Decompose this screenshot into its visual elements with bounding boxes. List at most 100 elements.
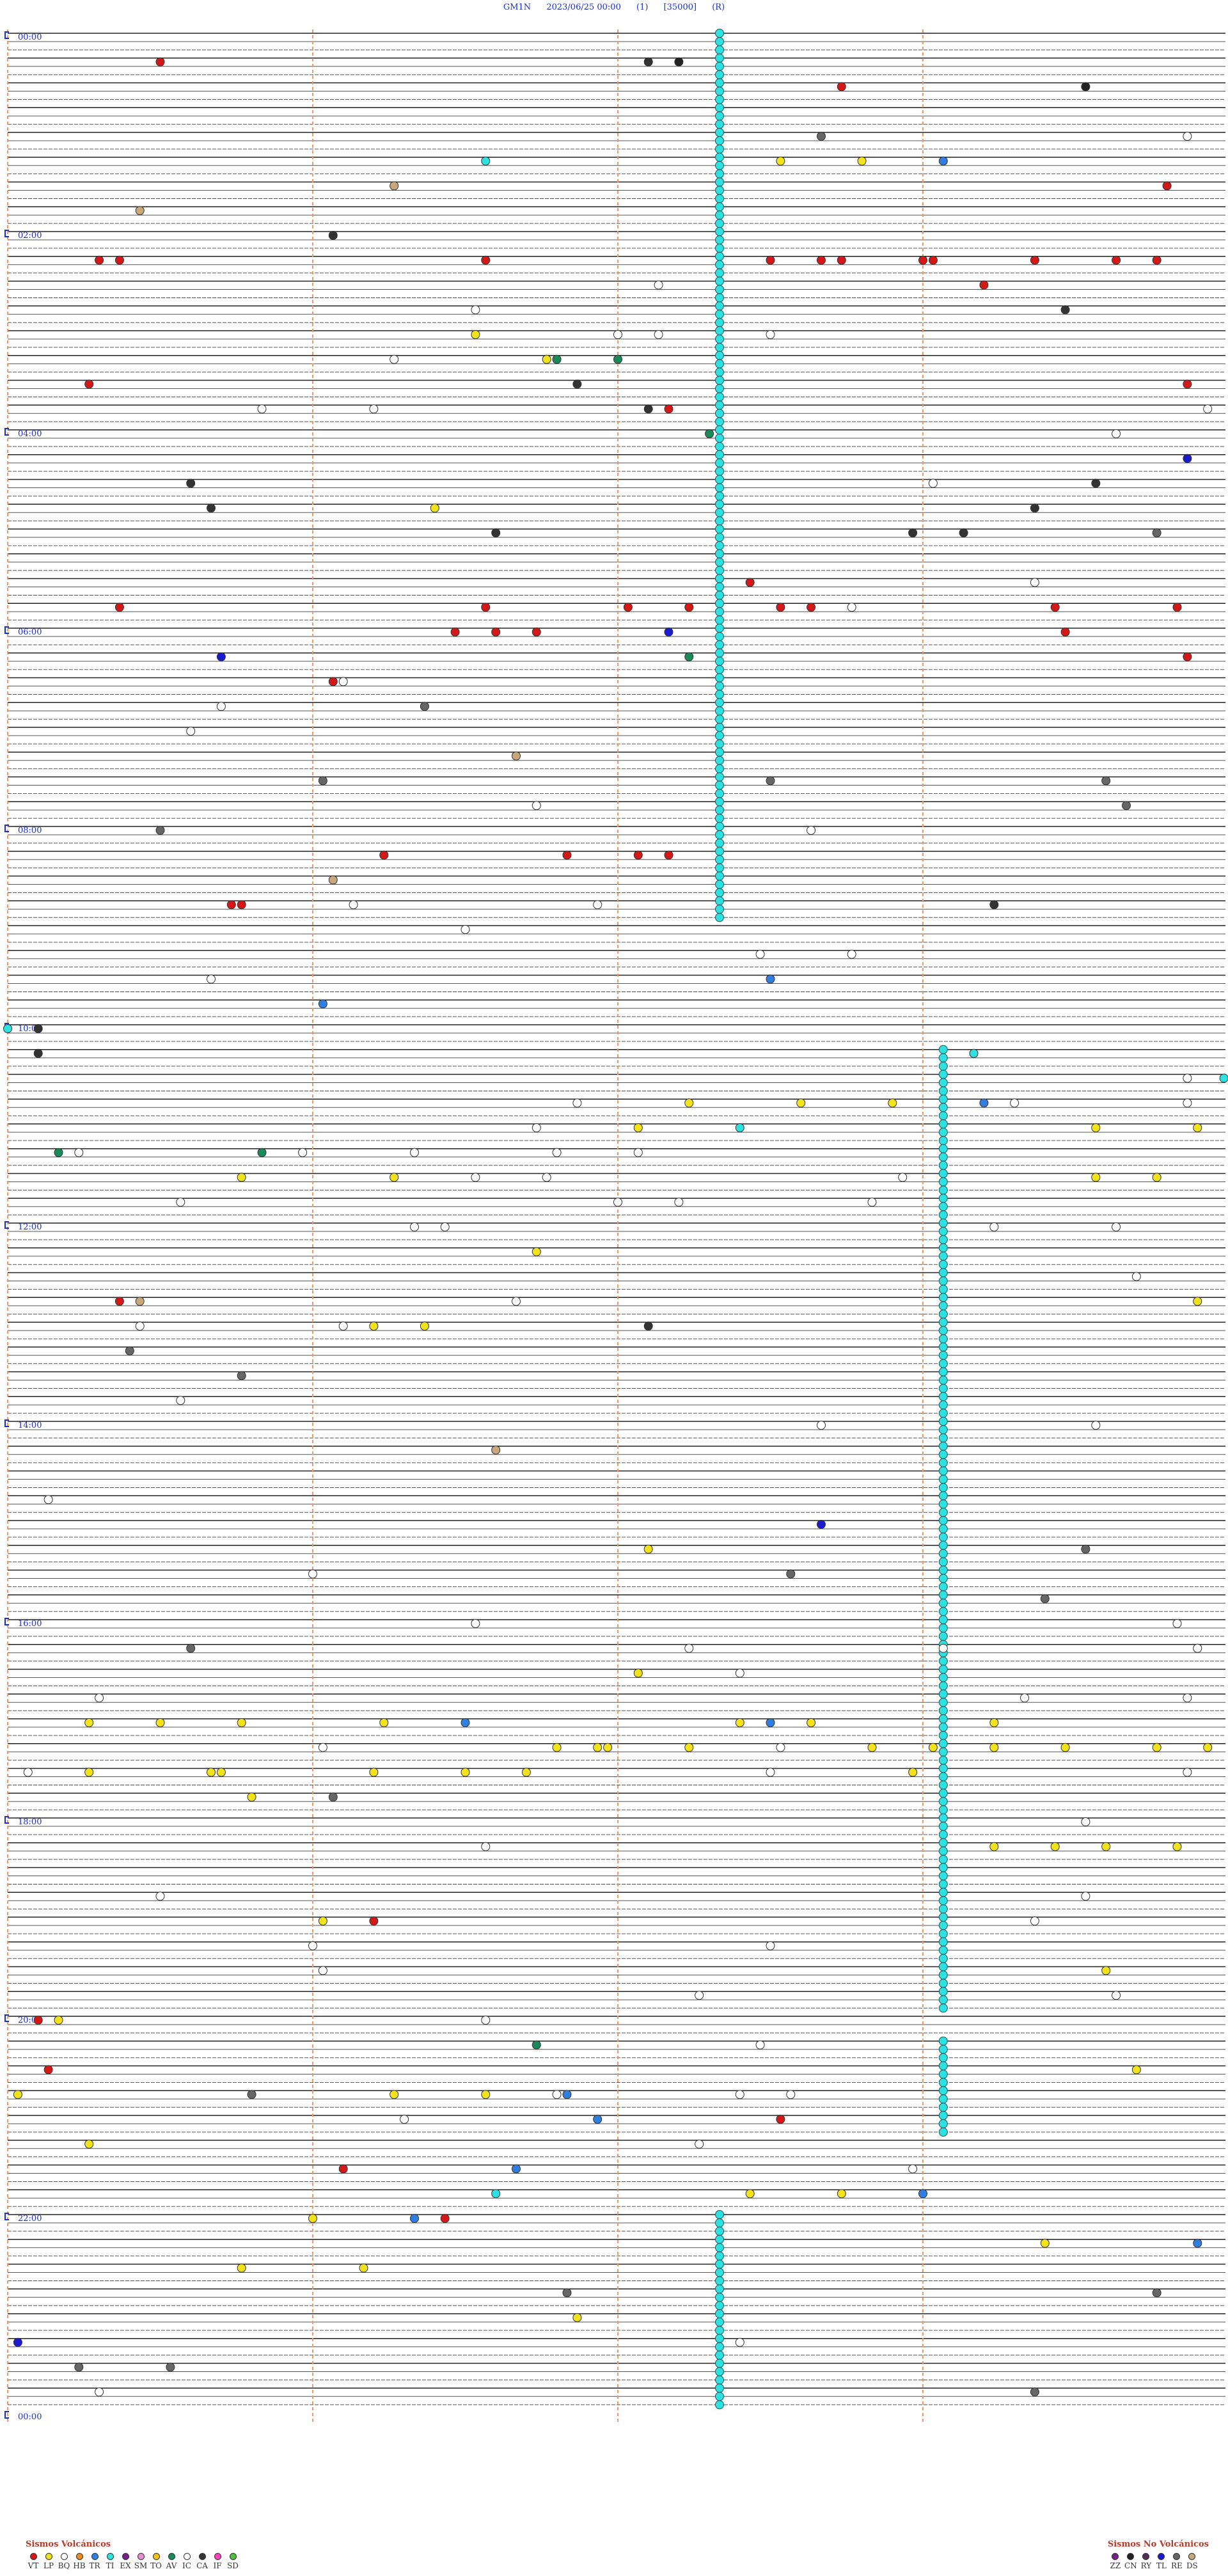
event-ti-marker xyxy=(938,1764,948,1773)
event-ti-marker xyxy=(715,120,724,129)
event-ti-marker xyxy=(715,475,724,484)
event-ti-marker xyxy=(938,1813,948,1822)
event-lp-marker xyxy=(390,2090,399,2099)
event-av-marker xyxy=(552,354,562,364)
event-lp-marker xyxy=(1172,1842,1182,1851)
chart-datetime: 2023/06/25 00:00 xyxy=(546,3,621,12)
event-ti-marker xyxy=(715,2243,724,2252)
event-ti-marker xyxy=(938,1417,948,1426)
event-ti-marker xyxy=(938,1359,948,1368)
event-lp-marker xyxy=(908,1767,918,1777)
event-ic-marker xyxy=(755,949,765,959)
event-ic-marker xyxy=(369,404,379,414)
event-ti-marker xyxy=(938,1904,948,1914)
event-re-marker xyxy=(125,1346,134,1355)
event-vt-marker xyxy=(338,2164,348,2174)
legend-nonvolcanic-items: ZZ CN RY TL RE DS xyxy=(1108,2553,1209,2570)
event-ti-marker xyxy=(938,1384,948,1393)
event-vt-marker xyxy=(1172,603,1182,612)
event-ti-marker xyxy=(938,1185,948,1195)
event-vt-marker xyxy=(664,850,673,860)
event-ti-marker xyxy=(938,1937,948,1947)
event-vt-marker xyxy=(776,2115,785,2124)
event-ti-marker xyxy=(715,665,724,674)
event-ic-marker xyxy=(786,2090,796,2099)
event-ic-marker xyxy=(654,280,663,290)
event-ic-marker xyxy=(95,1693,104,1703)
legend-item-ca: CA xyxy=(194,2553,210,2570)
event-av-marker xyxy=(684,652,694,661)
event-lp-marker xyxy=(390,1173,399,1182)
event-ic-marker xyxy=(1081,1892,1090,1901)
legend-label: RE xyxy=(1170,2561,1183,2570)
event-ti-marker xyxy=(715,86,724,96)
event-ic-marker xyxy=(684,1643,694,1653)
event-re-marker xyxy=(247,2090,256,2099)
event-ti-marker xyxy=(715,822,724,831)
event-ti-marker xyxy=(715,2400,724,2410)
chart-header: GM1N 2023/06/25 00:00 (1) [35000] (R) xyxy=(0,3,1228,12)
event-ic-marker xyxy=(766,330,775,339)
event-ti-marker xyxy=(938,1086,948,1096)
event-ti-marker xyxy=(938,2003,948,2013)
event-ti-marker xyxy=(938,1615,948,1624)
event-lp-marker xyxy=(237,2263,246,2273)
legend-dot xyxy=(1112,2553,1119,2560)
event-ic-marker xyxy=(552,1148,562,1157)
legend-dot xyxy=(75,2553,83,2560)
event-tl-marker xyxy=(664,628,673,636)
event-ic-marker xyxy=(1010,1098,1019,1108)
event-ic-marker xyxy=(633,1148,643,1157)
event-ti-marker xyxy=(938,1434,948,1442)
event-ti-marker xyxy=(715,698,724,707)
event-ic-marker xyxy=(807,826,816,835)
event-ti-marker xyxy=(715,549,724,558)
legend-dot xyxy=(45,2553,52,2560)
legend-nonvolcanic-title: Sismos No Volcánicos xyxy=(1107,2540,1209,2549)
event-vt-marker xyxy=(918,255,927,265)
event-ti-marker xyxy=(715,78,724,88)
event-ti-marker xyxy=(938,2044,948,2054)
event-lp-marker xyxy=(1101,1966,1111,1975)
event-vt-marker xyxy=(807,603,816,612)
event-cn-marker xyxy=(1081,82,1090,91)
event-tr-marker xyxy=(593,2115,602,2124)
trace-lines xyxy=(8,33,1225,2405)
event-ti-marker xyxy=(938,1590,948,1600)
event-lp-marker xyxy=(369,1767,379,1777)
event-ic-marker xyxy=(735,2090,744,2099)
event-ti-marker xyxy=(938,1739,948,1748)
event-lp-marker xyxy=(796,1098,806,1108)
event-lp-marker xyxy=(633,1123,643,1132)
event-ti-marker xyxy=(715,855,724,864)
event-ti-marker xyxy=(938,1673,948,1682)
event-av-marker xyxy=(613,354,622,364)
event-ti-marker xyxy=(938,1929,948,1938)
event-ic-marker xyxy=(1193,1643,1202,1653)
event-ti-marker xyxy=(938,1789,948,1798)
event-vt-marker xyxy=(1183,652,1192,661)
event-ti-marker xyxy=(938,1425,948,1434)
event-ic-marker xyxy=(654,330,663,339)
event-ti-marker xyxy=(715,268,724,278)
event-av-marker xyxy=(531,2040,541,2050)
event-ic-marker xyxy=(349,900,358,910)
event-ic-marker xyxy=(410,1148,419,1157)
event-ti-marker xyxy=(938,2103,948,2112)
event-markers xyxy=(3,29,1228,2410)
hour-label: 14:00 xyxy=(18,1421,42,1430)
legend-item-sd: SD xyxy=(225,2553,240,2570)
legend-label: AV xyxy=(166,2561,177,2570)
event-ti-marker xyxy=(938,1582,948,1592)
event-tr-marker xyxy=(410,2214,419,2223)
event-ic-marker xyxy=(481,1842,491,1851)
event-ti-marker xyxy=(715,888,724,897)
event-ti-marker xyxy=(938,1243,948,1252)
event-ti-marker xyxy=(715,582,724,592)
event-lp-marker xyxy=(989,1718,999,1727)
event-ti-marker xyxy=(491,2189,501,2199)
event-ic-marker xyxy=(928,478,938,488)
event-tr-marker xyxy=(562,2090,572,2099)
event-lp-marker xyxy=(247,1792,256,1802)
event-tr-marker xyxy=(318,999,327,1009)
